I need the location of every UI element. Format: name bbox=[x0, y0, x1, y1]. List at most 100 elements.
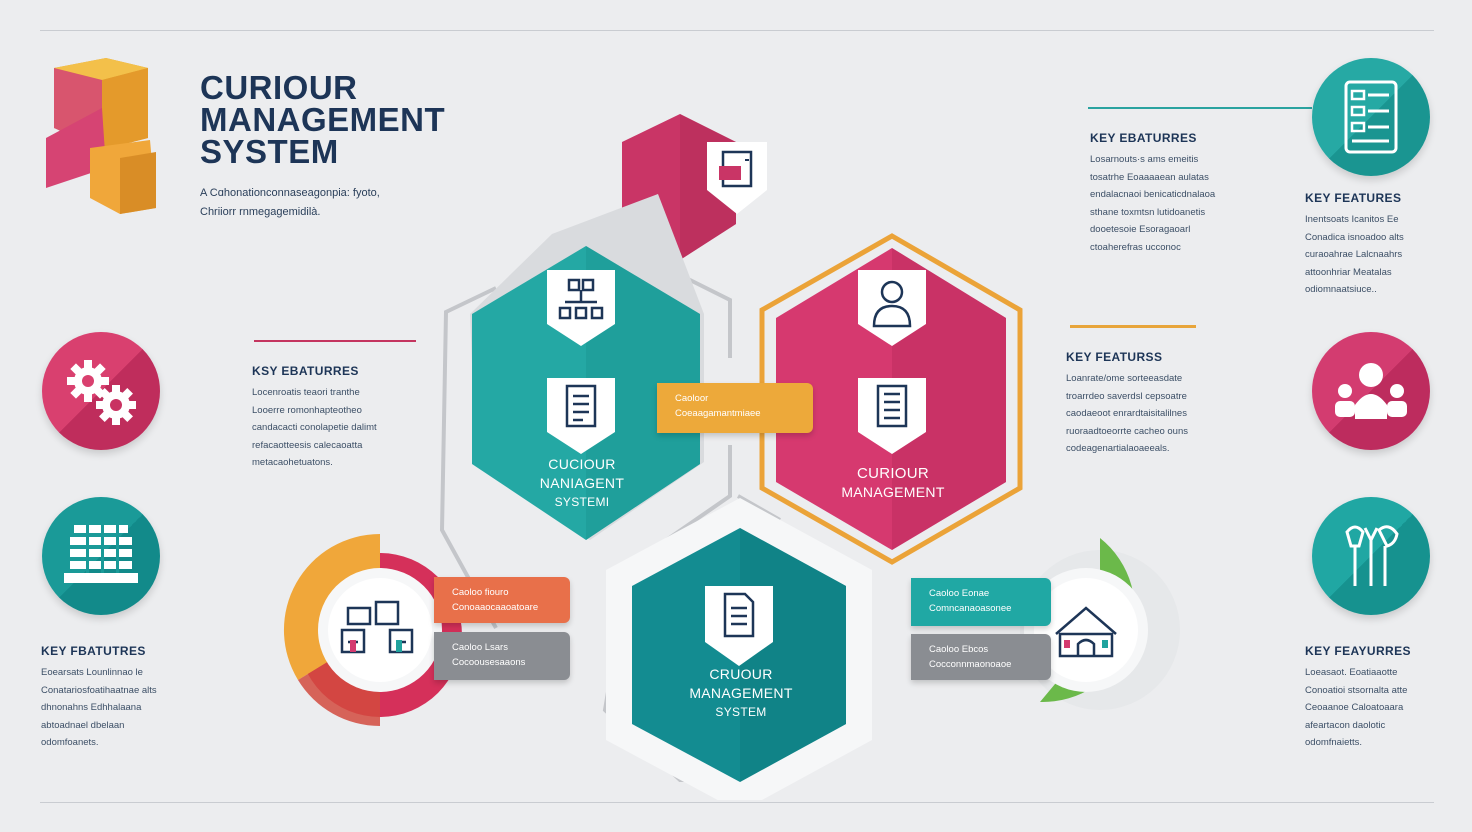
tag-line: Cocoousesaaons bbox=[452, 657, 526, 668]
feature-line: attoonhriar Meatalas bbox=[1305, 266, 1392, 278]
hex-label-line: MANAGEMENT bbox=[841, 484, 945, 500]
tag-line: Comncanaoasonee bbox=[929, 603, 1012, 614]
subtitle: A Cɑhonationconnaseagonpia: fyoto, Chrii… bbox=[200, 184, 380, 222]
title-line-2: MANAGEMENT bbox=[200, 101, 446, 138]
hex-label-line: CRUOUR bbox=[709, 666, 773, 682]
features-far-right-top: KEY FEATURES Inentsoats Icanitos Ee Cona… bbox=[1305, 191, 1404, 299]
hex-label-line: MANAGEMENT bbox=[689, 685, 793, 701]
feature-line: troarrdeo saverdsl cepsoatre bbox=[1066, 390, 1187, 402]
form-checklist-icon bbox=[1344, 80, 1398, 154]
tools-circle bbox=[1312, 497, 1430, 615]
hex-label-line: CURIOUR bbox=[856, 465, 930, 482]
title-line-1: CURIOUR bbox=[200, 69, 358, 106]
feature-line: Loeasaot. Eoatiaaotte bbox=[1305, 667, 1398, 678]
features-heading: KEY FEATURSS bbox=[1066, 350, 1163, 364]
feature-line: Conatariosfoatihaatnae alts bbox=[41, 684, 157, 696]
hex-label-teal-left: CUCIOUR NANIAGENT SYSTEMI bbox=[512, 455, 652, 512]
hex-label-pink-right: CURIOUR MANAGEMENT bbox=[818, 464, 968, 502]
feature-line: Looerre romonhapteotheo bbox=[252, 404, 362, 416]
feature-line: Conadica isnoadoo alts bbox=[1305, 231, 1404, 243]
feature-line: curaoahrae Lalcnaahrs bbox=[1305, 249, 1403, 260]
feature-line: codeagenartialaoaeeals. bbox=[1066, 443, 1170, 454]
org-chart-icon bbox=[558, 278, 604, 320]
feature-line: Locenroatis teaori tranthe bbox=[252, 387, 360, 398]
form-circle bbox=[1312, 58, 1430, 176]
feature-line: dhnonahns Edhhalaana bbox=[41, 702, 142, 713]
left-gray-tag: Caoloo Lsars Cocoousesaaons bbox=[434, 632, 570, 680]
hex-label-teal-bottom: CRUOUR MANAGEMENT SYSTEM bbox=[666, 665, 816, 722]
teal-connector bbox=[1088, 107, 1312, 109]
feature-line: Ceoaanoe Caloatoaara bbox=[1305, 702, 1404, 713]
tag-line: Conoaaocaaoatoare bbox=[452, 602, 539, 613]
document-print-shield bbox=[707, 142, 767, 214]
org-chart-shield bbox=[547, 270, 615, 346]
left-donut bbox=[283, 534, 462, 726]
features-bottom-right: KEY FEAYURRES Loeasaot. Eoatiaaotte Cono… bbox=[1305, 644, 1411, 752]
feature-line: odiomnaatsiuce.. bbox=[1305, 284, 1377, 295]
features-top-right: KEY EBATURRES Losarnouts·s ams emeitis t… bbox=[1090, 131, 1215, 256]
document-shield bbox=[705, 586, 773, 666]
tag-line: Caoloo Lsars bbox=[452, 642, 508, 653]
top-divider bbox=[40, 30, 1434, 31]
gear-circle bbox=[42, 332, 160, 450]
tools-icon bbox=[1345, 525, 1399, 586]
right-donut bbox=[1020, 538, 1180, 710]
bottom-divider bbox=[40, 802, 1434, 803]
subtitle-line-2: Chriiorr rnmegagemidilà. bbox=[200, 206, 321, 218]
document-icon bbox=[723, 592, 755, 638]
checklist-icon bbox=[565, 384, 597, 428]
features-heading: KEY FEATURES bbox=[1305, 191, 1402, 205]
people-group-icon bbox=[1335, 363, 1407, 419]
hex-label-line: NANIAGENT bbox=[539, 475, 625, 491]
feature-line: odomfoanets. bbox=[41, 737, 99, 748]
left-orange-tag: Caoloo fiouro Conoaaocaaoatoare bbox=[434, 577, 570, 623]
document-list-shield bbox=[858, 378, 926, 454]
feature-line: caodaeoot enrardtaisitalilnes bbox=[1066, 408, 1187, 419]
tag-line: Caoloor bbox=[675, 393, 709, 404]
hex-label-line: SYSTEMI bbox=[554, 495, 610, 509]
right-gray-tag: Caoloo Ebcos Cocconnmaonoaoe bbox=[911, 634, 1051, 680]
people-circle bbox=[1312, 332, 1430, 450]
feature-line: tosatrhe Eoaaaaean aulatas bbox=[1090, 171, 1209, 183]
feature-line: endalacnaoi benicaticdnalaoa bbox=[1090, 189, 1216, 200]
document-print-icon bbox=[719, 150, 753, 188]
hex-label-line: SYSTEM bbox=[715, 705, 767, 719]
feature-line: sthane toxmtsn lutidoanetis bbox=[1090, 206, 1206, 218]
center-tag: Caoloor Coeaagamantmiaee bbox=[657, 383, 813, 433]
features-heading: KEY FEAYURRES bbox=[1305, 644, 1411, 658]
feature-line: odomfnaietts. bbox=[1305, 737, 1363, 748]
folded-box-logo bbox=[46, 58, 156, 214]
features-left-mid: KSY EBATURRES Locenroatis teaori tranthe… bbox=[252, 364, 377, 472]
building-circle bbox=[42, 497, 160, 615]
features-center-right: KEY FEATURSS Loanrate/ome sorteeasdate t… bbox=[1066, 350, 1188, 458]
right-teal-tag: Caoloo Eonae Comncanaoasonee bbox=[911, 578, 1051, 626]
tag-line: Caoloo Ebcos bbox=[929, 644, 989, 655]
user-shield bbox=[858, 270, 926, 346]
feature-line: dooetesoie Esoragaoarl bbox=[1090, 224, 1191, 235]
feature-line: abtoadnael dbelaan bbox=[41, 719, 125, 731]
feature-line: ruoraadtoeorrte cacheo ouns bbox=[1066, 425, 1188, 437]
user-icon bbox=[872, 280, 912, 328]
tag-line: Caoloo Eonae bbox=[929, 588, 990, 599]
tag-line: Caoloo fiouro bbox=[452, 587, 509, 598]
orange-connector bbox=[1070, 325, 1196, 328]
page-title: CURIOUR MANAGEMENT SYSTEM bbox=[200, 69, 446, 170]
feature-line: candacacti conolapetie dalimt bbox=[252, 422, 377, 433]
features-bottom-left: KEY FBATUTRES Eoearsats Lounlinnao le Co… bbox=[41, 644, 157, 752]
house-icon bbox=[1055, 606, 1117, 658]
feature-line: metacaohetuatons. bbox=[252, 457, 333, 468]
feature-line: Loanrate/ome sorteeasdate bbox=[1066, 373, 1183, 384]
building-stack-icon bbox=[64, 525, 138, 583]
features-heading: KSY EBATURRES bbox=[252, 364, 359, 378]
tag-line: Cocconnmaonoaoe bbox=[929, 659, 1012, 670]
title-line-3: SYSTEM bbox=[200, 133, 339, 170]
hex-label-line: CUCIOUR bbox=[548, 456, 616, 472]
gear-icon bbox=[67, 360, 136, 425]
document-list-icon bbox=[876, 384, 908, 428]
feature-line: Losarnouts·s ams emeitis bbox=[1090, 154, 1199, 165]
feature-line: Conoatioi stsornalta atte bbox=[1305, 684, 1408, 696]
feature-line: Inentsoats Icanitos Ee bbox=[1305, 214, 1399, 225]
features-heading: KEY FBATUTRES bbox=[41, 644, 146, 658]
tag-line: Coeaagamantmiaee bbox=[675, 408, 761, 419]
feature-line: refacaotteesis calecaoatta bbox=[252, 439, 363, 451]
